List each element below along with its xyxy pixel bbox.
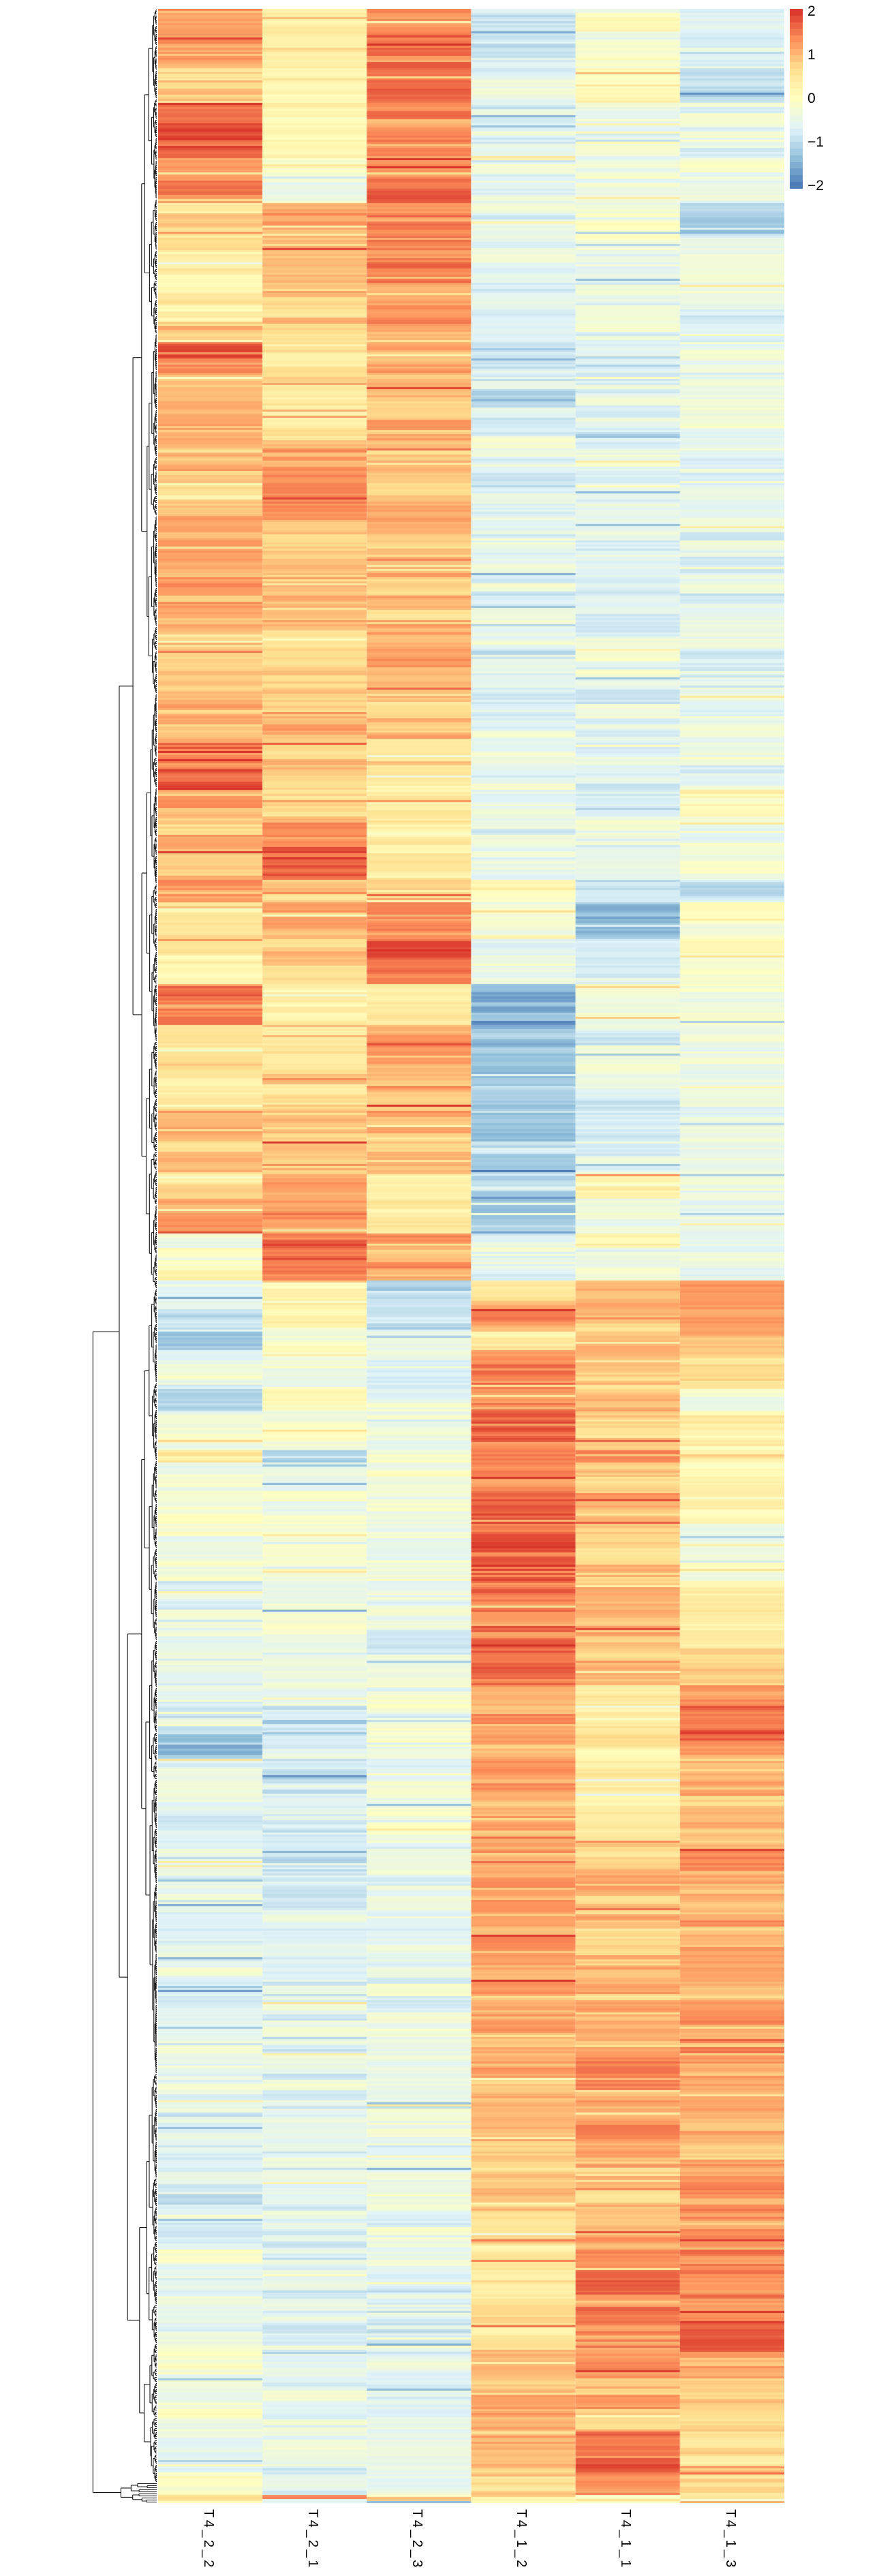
legend-tick-label: 2: [808, 3, 816, 19]
column-label: T4_2_3: [410, 2509, 425, 2570]
legend-color-block: [790, 115, 803, 123]
column-label: T4_2_1: [305, 2509, 320, 2570]
legend-color-block: [790, 35, 803, 42]
legend-tick-label: −1: [808, 134, 824, 151]
legend-color-block: [790, 75, 803, 82]
legend-color-block: [790, 155, 803, 162]
column-label: T4_2_2: [201, 2509, 216, 2570]
legend-color-block: [790, 9, 803, 16]
legend-color-block: [790, 95, 803, 102]
legend-color-block: [790, 162, 803, 169]
legend-color-block: [790, 68, 803, 76]
legend-color-block: [790, 48, 803, 56]
legend-color-block: [790, 89, 803, 95]
color-scale-legend: 2 1 0 −1 −2: [790, 0, 892, 204]
legend-tick-label: −2: [808, 178, 824, 194]
legend-tick-label: 1: [808, 46, 816, 63]
legend-tick-label: 0: [808, 91, 816, 106]
column-label: T4_1_1: [618, 2509, 633, 2570]
heatmap-canvas: [158, 9, 784, 2503]
legend-color-block: [790, 29, 803, 36]
legend-color-block: [790, 108, 803, 116]
legend-color-block: [790, 142, 803, 149]
legend-color-block: [790, 135, 803, 142]
dendrogram-branches: [92, 9, 157, 2503]
row-dendrogram: [92, 9, 157, 2503]
legend-color-block: [790, 181, 803, 189]
column-label: T4_1_3: [723, 2509, 738, 2570]
legend-color-block: [790, 168, 803, 176]
legend-color-block: [790, 128, 803, 136]
legend-color-block: [790, 42, 803, 49]
column-labels: T4_2_2 T4_2_1 T4_2_3 T4_1_2 T4_1_1 T4_1_…: [0, 2509, 892, 2576]
legend-color-block: [790, 175, 803, 182]
legend-color-block: [790, 55, 803, 63]
legend-color-block: [790, 15, 803, 22]
legend-color-block: [790, 22, 803, 29]
legend-color-block: [790, 149, 803, 155]
legend-color-block: [790, 62, 803, 69]
legend-color-block: [790, 102, 803, 109]
column-label: T4_1_2: [514, 2509, 529, 2570]
legend-color-block: [790, 82, 803, 89]
legend-colorbar: [790, 9, 803, 189]
legend-color-block: [790, 122, 803, 129]
